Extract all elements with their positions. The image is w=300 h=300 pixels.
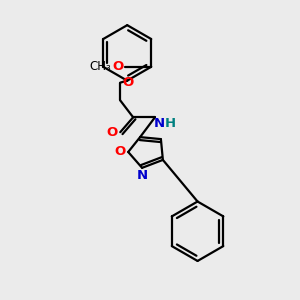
Text: O: O <box>112 60 123 73</box>
Text: O: O <box>115 146 126 158</box>
Text: O: O <box>107 126 118 139</box>
Text: N: N <box>153 117 164 130</box>
Text: O: O <box>123 76 134 89</box>
Text: CH₃: CH₃ <box>90 60 112 73</box>
Text: H: H <box>165 117 176 130</box>
Text: N: N <box>136 169 148 182</box>
